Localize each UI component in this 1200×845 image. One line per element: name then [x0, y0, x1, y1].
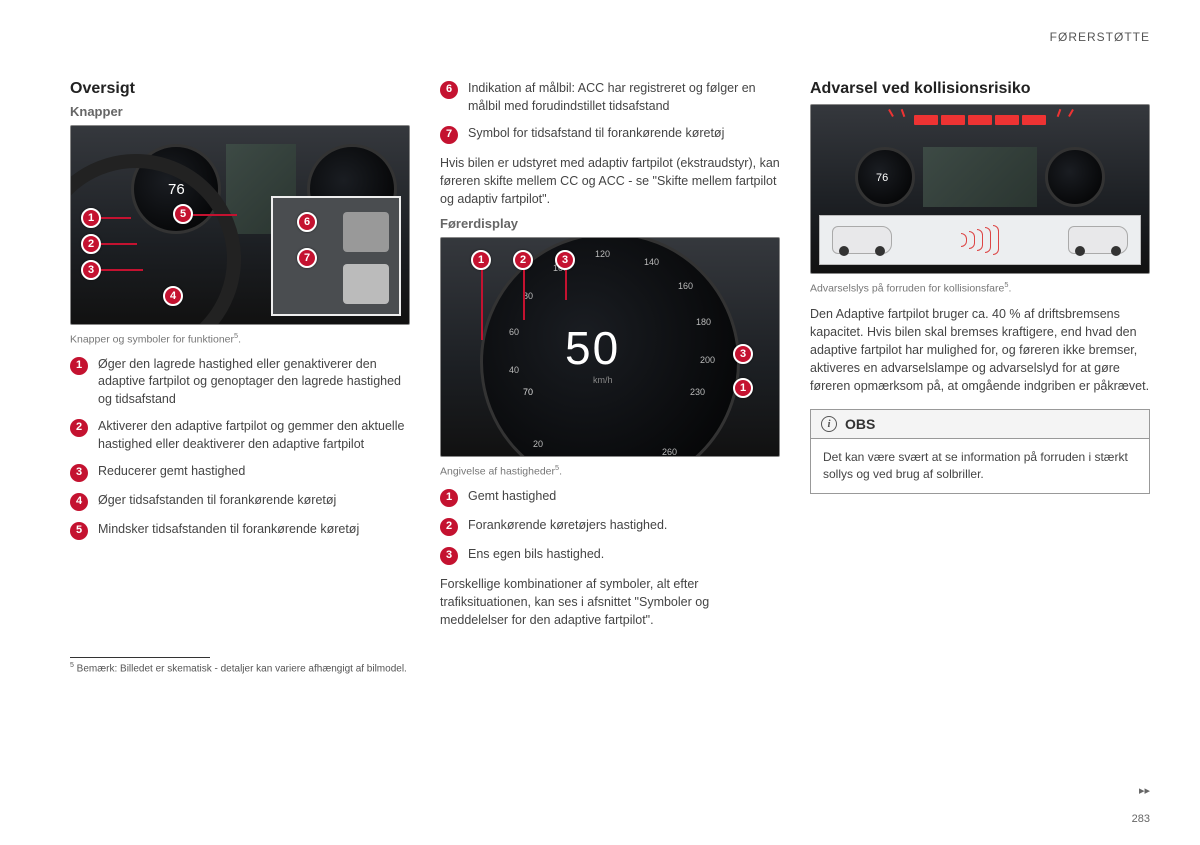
bullet-2: 2 [70, 419, 88, 437]
col2-list: 1 Gemt hastighed 2 Forankørende køretøjers… [440, 488, 780, 565]
info-icon: i [821, 416, 837, 432]
radar-arcs-icon [961, 225, 999, 255]
bullet-d3: 3 [440, 547, 458, 565]
footnote-separator [70, 657, 210, 658]
bullet-5: 5 [70, 522, 88, 540]
collision-panel [819, 215, 1141, 265]
bullet-1: 1 [70, 357, 88, 375]
col2-para2: Forskellige kombinationer af symboler, a… [440, 575, 780, 629]
col3-title: Advarsel ved kollisionsrisiko [810, 80, 1150, 98]
bullet-4: 4 [70, 493, 88, 511]
col2-item-7: Symbol for tidsafstand til forankørende … [468, 125, 724, 144]
callout-4: 4 [163, 286, 183, 306]
col1-subtitle: Knapper [70, 104, 410, 119]
figure-buttons-caption: Knapper og symboler for funktioner5. [70, 331, 410, 346]
bullet-d2: 2 [440, 518, 458, 536]
col1-item-1: Øger den lagrede hastighed eller genakti… [98, 356, 410, 409]
col2-subtitle: Førerdisplay [440, 216, 780, 231]
car-front-icon [1068, 226, 1128, 254]
col1-item-4: Øger tidsafstanden til forankørende køre… [98, 492, 336, 511]
callout-6: 6 [297, 212, 317, 232]
figure-display-caption: Angivelse af hastigheder5. [440, 463, 780, 478]
speed-unit: km/h [593, 375, 613, 385]
obs-body: Det kan være svært at se information på … [811, 439, 1149, 493]
column-3: Advarsel ved kollisionsrisiko 76 [810, 80, 1150, 637]
col1-item-3: Reducerer gemt hastighed [98, 463, 245, 482]
speed-value: 50 [565, 321, 620, 375]
col1-item-5: Mindsker tidsafstanden til forankørende … [98, 521, 359, 540]
bullet-3: 3 [70, 464, 88, 482]
bullet-d1: 1 [440, 489, 458, 507]
bullet-7: 7 [440, 126, 458, 144]
col2-ditem-3: Ens egen bils hastighed. [468, 546, 604, 565]
page-number: 283 [1132, 813, 1150, 825]
callout-7: 7 [297, 248, 317, 268]
figure-warning: 76 [810, 104, 1150, 274]
callout-1: 1 [81, 208, 101, 228]
car-behind-icon [832, 226, 892, 254]
bullet-6: 6 [440, 81, 458, 99]
content-columns: Oversigt Knapper 76 6 7 1 2 3 4 5 [70, 80, 1150, 637]
warning-light-strip [914, 115, 1046, 125]
column-1: Oversigt Knapper 76 6 7 1 2 3 4 5 [70, 80, 410, 637]
col1-list: 1 Øger den lagrede hastighed eller genakt… [70, 356, 410, 541]
obs-title: OBS [845, 416, 875, 432]
obs-box: i OBS Det kan være svært at se informati… [810, 409, 1150, 494]
col1-title: Oversigt [70, 80, 410, 98]
col2-top-list: 6 Indikation af målbil: ACC har registrer… [440, 80, 780, 144]
callout-5: 5 [173, 204, 193, 224]
col2-ditem-1: Gemt hastighed [468, 488, 556, 507]
section-header: FØRERSTØTTE [1050, 30, 1150, 44]
col3-para: Den Adaptive fartpilot bruger ca. 40 % a… [810, 305, 1150, 396]
figure-display: 50 km/h 20 40 60 80 100 120 140 160 180 … [440, 237, 780, 457]
continue-arrow-icon: ▸▸ [1139, 784, 1150, 797]
callout-2: 2 [81, 234, 101, 254]
col2-item-6: Indikation af målbil: ACC har registrere… [468, 80, 780, 115]
column-2: 6 Indikation af målbil: ACC har registrer… [440, 80, 780, 637]
col2-para1: Hvis bilen er udstyret med adaptiv fartp… [440, 154, 780, 208]
figure-buttons: 76 6 7 1 2 3 4 5 [70, 125, 410, 325]
callout-3: 3 [81, 260, 101, 280]
figure-warning-caption: Advarselslys på forruden for kollisionsf… [810, 280, 1150, 295]
col1-item-2: Aktiverer den adaptive fartpilot og gemm… [98, 418, 410, 453]
footnote: 5 Bemærk: Billedet er skematisk - detalj… [70, 662, 1150, 674]
col2-ditem-2: Forankørende køretøjers hastighed. [468, 517, 667, 536]
